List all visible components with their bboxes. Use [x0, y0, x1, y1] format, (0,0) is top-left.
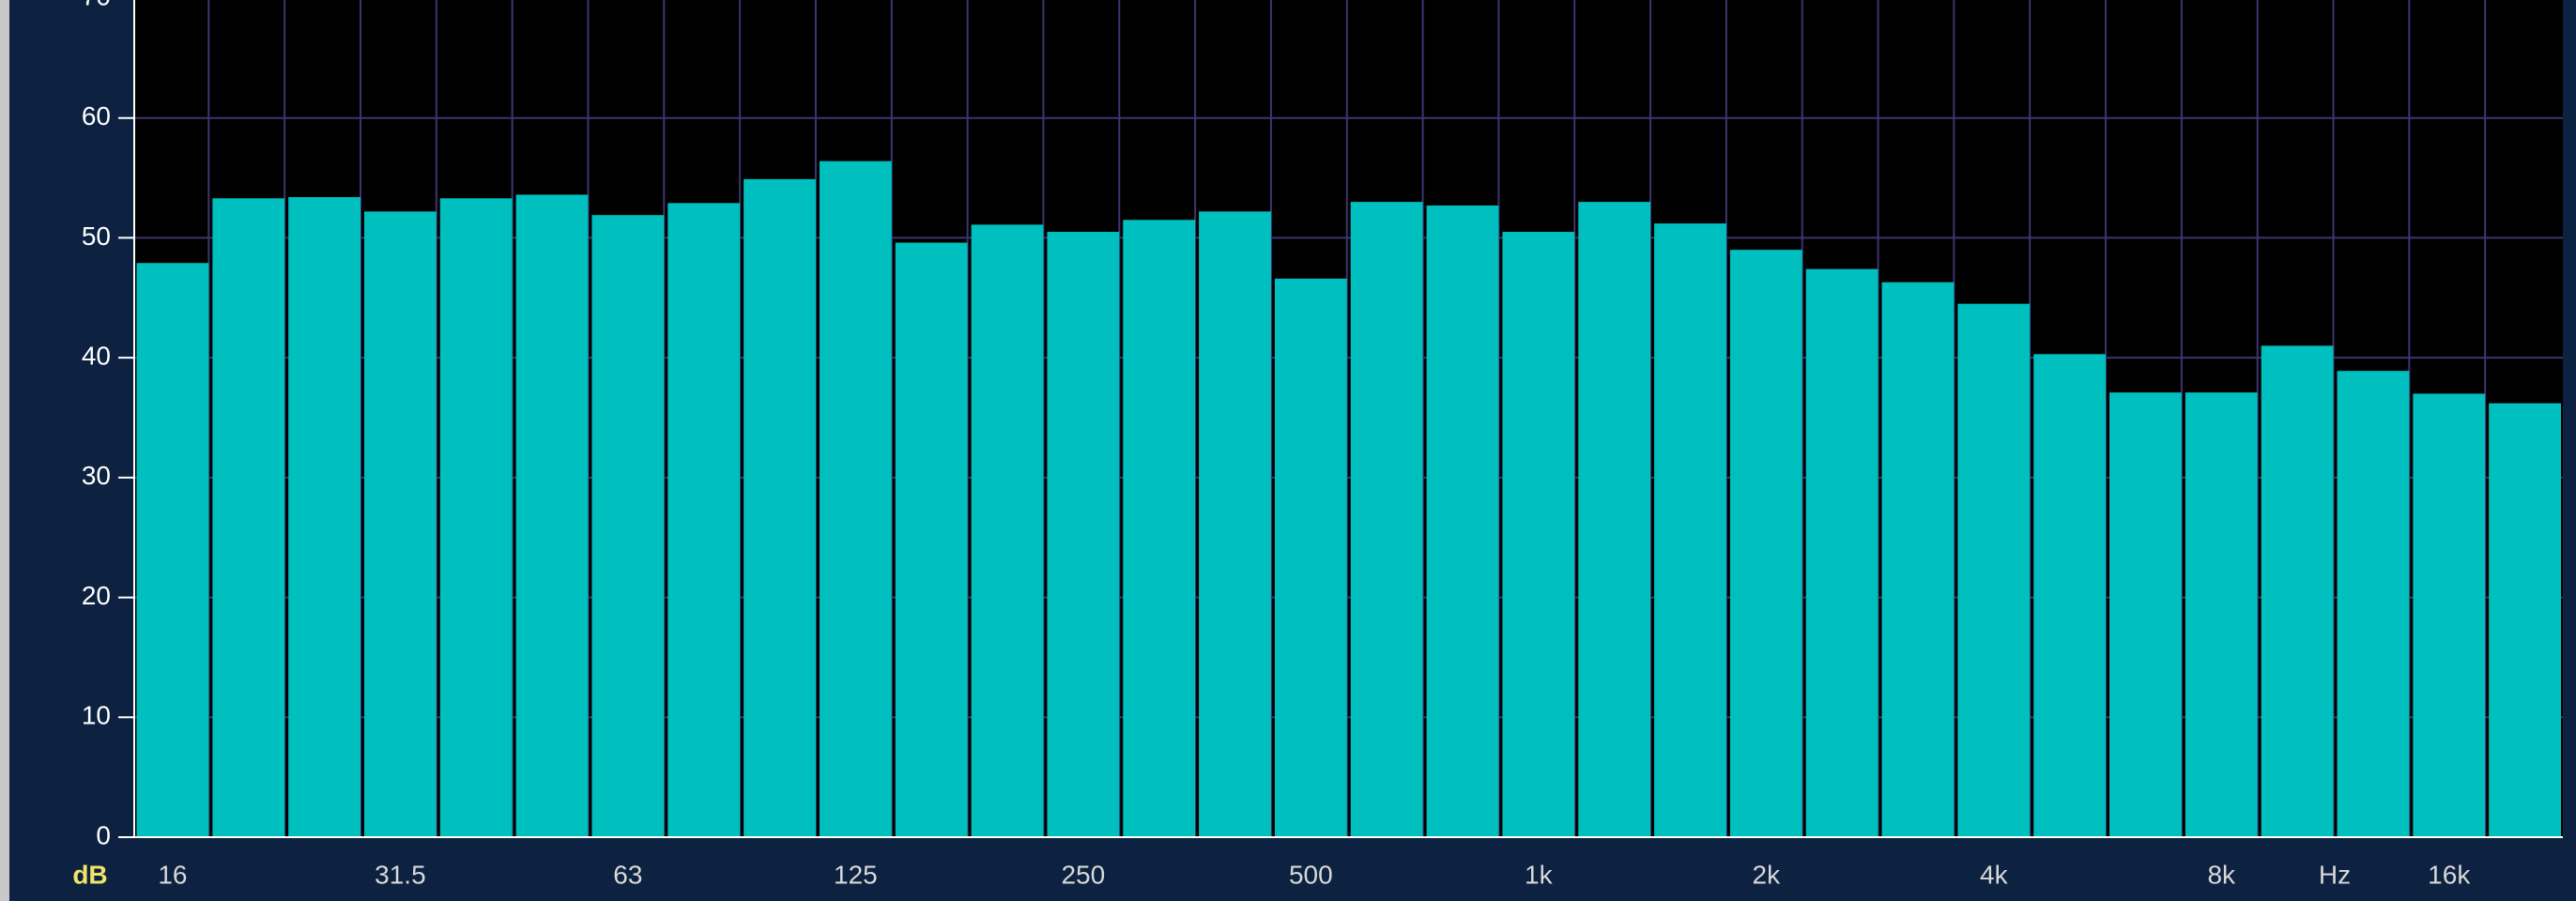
- bar: [2413, 393, 2486, 837]
- bar: [439, 198, 513, 838]
- x-tick-label: 1k: [1525, 860, 1554, 889]
- bar: [819, 160, 892, 838]
- x-tick-label: 2k: [1753, 860, 1782, 889]
- bar: [1199, 211, 1271, 837]
- bar: [1881, 282, 1955, 837]
- bar: [971, 224, 1044, 837]
- x-tick-label: 125: [834, 860, 878, 889]
- bar: [1350, 202, 1423, 838]
- bar: [1805, 268, 1878, 837]
- bar: [1578, 202, 1651, 838]
- bar: [288, 197, 360, 837]
- y-tick-label: 40: [82, 342, 111, 371]
- bar: [1654, 223, 1726, 838]
- y-tick-label: 60: [82, 101, 111, 130]
- y-unit-label: dB: [72, 860, 107, 889]
- bar: [1502, 232, 1575, 838]
- x-unit-label: Hz: [2319, 860, 2351, 889]
- bar: [2033, 354, 2107, 838]
- bar: [1426, 205, 1499, 838]
- y-tick-label: 30: [82, 461, 111, 490]
- bar: [363, 211, 437, 837]
- bar: [2261, 345, 2334, 837]
- x-tick-label: 4k: [1980, 860, 2009, 889]
- y-tick-label: 50: [82, 221, 111, 251]
- bar: [2109, 392, 2182, 837]
- x-tick-label: 16: [158, 860, 187, 889]
- bar: [2185, 392, 2258, 837]
- bar: [1274, 278, 1347, 837]
- y-tick-label: 20: [82, 581, 111, 610]
- x-tick-label: 63: [613, 860, 642, 889]
- bar: [1047, 232, 1120, 838]
- x-tick-label: 16k: [2428, 860, 2471, 889]
- y-tick-label: 70: [82, 0, 111, 10]
- bar: [2337, 371, 2410, 837]
- bar: [591, 215, 665, 838]
- bar: [667, 203, 741, 838]
- bar: [744, 178, 816, 837]
- bar: [2489, 403, 2561, 837]
- window-edge: [0, 0, 9, 901]
- x-tick-label: 31.5: [375, 860, 426, 889]
- bar: [1729, 250, 1802, 837]
- bar: [1123, 220, 1196, 837]
- bar: [136, 263, 209, 838]
- x-tick-label: 8k: [2207, 860, 2236, 889]
- x-tick-label: 250: [1061, 860, 1105, 889]
- bar: [1957, 303, 2031, 838]
- bar: [212, 198, 285, 838]
- bar: [895, 242, 968, 838]
- bar: [515, 194, 589, 838]
- y-tick-label: 10: [82, 701, 111, 730]
- y-tick-label: 0: [96, 820, 111, 849]
- x-tick-label: 500: [1289, 860, 1333, 889]
